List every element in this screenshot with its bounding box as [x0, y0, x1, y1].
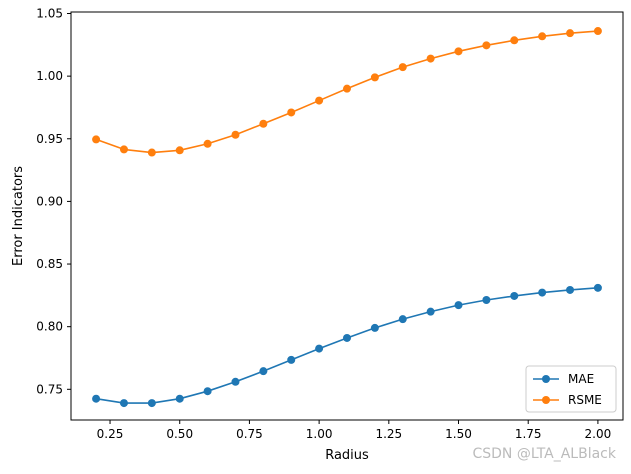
data-point-rsme — [538, 32, 547, 41]
data-point-rsme — [343, 84, 351, 93]
data-point-mae — [566, 285, 575, 294]
x-axis-label: Radius — [325, 448, 369, 463]
series-layer — [92, 27, 602, 408]
data-point-rsme — [370, 73, 379, 82]
data-point-mae — [92, 394, 101, 403]
data-point-rsme — [426, 54, 435, 63]
data-point-mae — [593, 283, 602, 292]
data-point-rsme — [259, 119, 268, 128]
data-point-rsme — [510, 36, 519, 45]
data-point-rsme — [203, 139, 212, 148]
watermark-text: CSDN @LTA_ALBlack — [472, 446, 616, 462]
data-point-mae — [175, 394, 184, 403]
data-point-rsme — [315, 96, 324, 105]
x-tick-label: 2.00 — [585, 427, 612, 441]
series-line-mae — [95, 287, 598, 404]
y-tick-label: 0.95 — [36, 132, 63, 146]
plot-frame — [70, 11, 624, 421]
data-point-mae — [287, 355, 296, 364]
x-tick-label: 1.25 — [375, 427, 402, 441]
data-point-mae — [231, 377, 240, 386]
data-point-rsme — [119, 145, 128, 154]
data-point-mae — [315, 344, 324, 353]
data-point-rsme — [287, 108, 296, 117]
data-point-rsme — [593, 27, 602, 36]
data-point-mae — [538, 288, 547, 297]
y-axis-ticks: 0.75 0.80 0.85 0.90 0.95 1.00 1.05 — [36, 7, 71, 396]
data-point-mae — [510, 291, 519, 300]
y-tick-label: 0.90 — [36, 194, 63, 208]
legend-marker-rsme — [542, 396, 550, 404]
data-point-mae — [370, 323, 379, 332]
data-point-mae — [398, 315, 407, 324]
y-tick-label: 1.05 — [36, 7, 63, 21]
data-point-rsme — [454, 47, 463, 56]
data-point-rsme — [231, 130, 240, 139]
data-point-rsme — [482, 41, 491, 50]
legend-label-rsme: RSME — [568, 393, 602, 407]
x-tick-label: 1.50 — [445, 427, 472, 441]
data-point-rsme — [398, 63, 407, 72]
data-point-mae — [454, 301, 463, 310]
data-point-rsme — [175, 146, 184, 155]
data-point-rsme — [566, 29, 575, 38]
y-tick-label: 0.75 — [36, 382, 63, 396]
data-point-rsme — [92, 135, 101, 144]
y-tick-label: 0.85 — [36, 257, 63, 271]
data-point-mae — [343, 333, 351, 342]
x-tick-label: 0.50 — [166, 427, 193, 441]
y-tick-label: 0.80 — [36, 320, 63, 334]
data-point-rsme — [147, 148, 156, 157]
data-point-mae — [203, 387, 212, 396]
x-tick-label: 1.75 — [515, 427, 542, 441]
x-tick-label: 0.25 — [97, 427, 124, 441]
data-point-mae — [426, 307, 435, 316]
legend: MAE RSME — [525, 365, 617, 413]
x-tick-label: 0.75 — [236, 427, 263, 441]
x-axis-ticks: 0.25 0.50 0.75 1.00 1.25 1.50 1.75 2.00 — [97, 420, 612, 441]
y-axis-label: Error Indicators — [11, 166, 26, 266]
x-tick-label: 1.00 — [306, 427, 333, 441]
data-point-mae — [482, 295, 491, 304]
y-tick-label: 1.00 — [36, 69, 63, 83]
data-point-mae — [259, 367, 268, 376]
data-point-mae — [147, 399, 156, 408]
legend-label-mae: MAE — [568, 372, 594, 386]
data-point-mae — [119, 399, 128, 408]
legend-marker-mae — [542, 375, 550, 383]
